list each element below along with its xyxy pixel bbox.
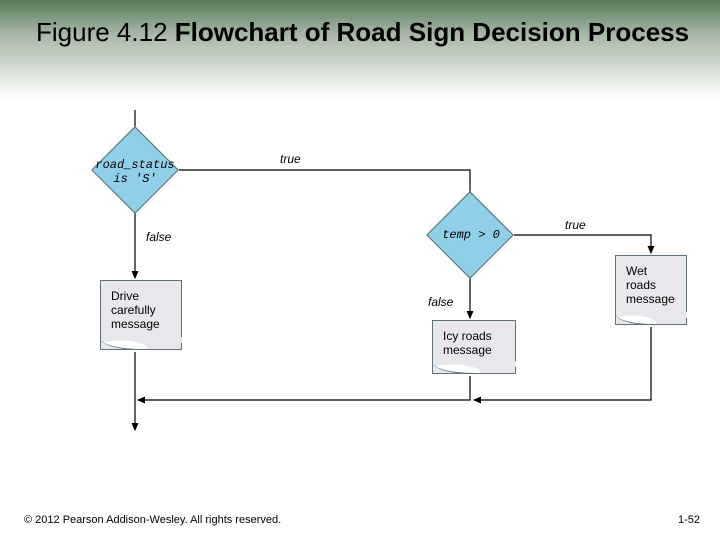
page-title: Figure 4.12 Flowchart of Road Sign Decis… <box>36 18 689 48</box>
edge-label-d2-false: false <box>428 295 453 309</box>
doc-icy-roads: Icy roads message <box>432 320 516 374</box>
edge-label-d1-false: false <box>146 230 171 244</box>
decision-road-status <box>91 126 179 214</box>
figure-title: Flowchart of Road Sign Decision Process <box>175 17 689 47</box>
flowchart-canvas: road_status is 'S' temp > 0 Drive carefu… <box>0 0 720 540</box>
doc-drive-carefully: Drive carefully message <box>100 280 182 350</box>
decision-temp <box>426 191 514 279</box>
doc-wet-roads: Wet roads message <box>615 255 687 325</box>
figure-number: Figure 4.12 <box>36 17 175 47</box>
edge-label-d1-true: true <box>280 152 301 166</box>
flowchart-edges <box>0 0 720 540</box>
edge-label-d2-true: true <box>565 218 586 232</box>
